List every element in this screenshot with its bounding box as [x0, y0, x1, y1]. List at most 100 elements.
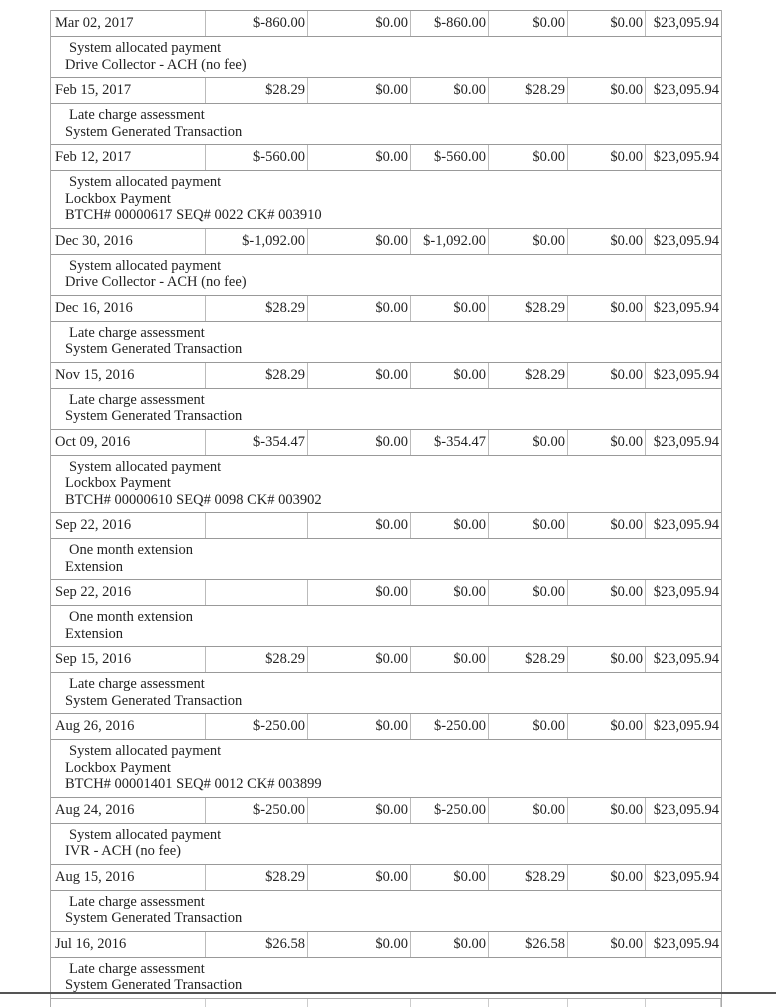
cell-c3: $0.00: [411, 513, 489, 538]
description-line: System Generated Transaction: [65, 341, 243, 357]
cell-date: Aug 26, 2016: [51, 714, 206, 739]
cell-c3: $-250.00: [411, 797, 489, 823]
cell-c5: $0.00: [568, 864, 646, 890]
cell-c2: $0.00: [308, 429, 411, 455]
transaction-description: Late charge assessment System Generated T…: [51, 104, 721, 144]
cell-c5: $0.00: [568, 580, 646, 605]
transaction-history-table: Mar 02, 2017 $-860.00 $0.00 $-860.00 $0.00 $0…: [50, 10, 722, 1007]
cell-c4: $28.29: [489, 78, 568, 103]
cell-date: Sep 22, 2016: [51, 580, 206, 605]
transaction-row: Nov 15, 2016 $28.29 $0.00 $0.00 $28.29 $0.00 $…: [51, 361, 721, 389]
cell-c2: $0.00: [308, 228, 411, 254]
cell-c3: $0.00: [411, 931, 489, 957]
description-line: System Generated Transaction: [65, 977, 243, 993]
description-line: System Generated Transaction: [65, 408, 243, 424]
cell-c2: $0.00: [308, 714, 411, 739]
transaction-row: Feb 12, 2017 $-560.00 $0.00 $-560.00 $0.00 $0…: [51, 144, 721, 171]
cell-date: Oct 09, 2016: [51, 429, 206, 455]
transaction-description: System allocated payment Drive Collector …: [51, 255, 721, 295]
description-line: Late charge assessment: [69, 107, 205, 123]
cell-c2: $0.00: [308, 513, 411, 538]
cell-c4: $0.00: [489, 11, 568, 36]
description-line: One month extension: [69, 609, 194, 625]
cell-amount: $28.29: [206, 647, 308, 672]
transaction-row: Sep 22, 2016 $0.00 $0.00 $0.00 $0.00 $23,095.…: [51, 512, 721, 539]
transaction-row: Mar 02, 2017 $-860.00 $0.00 $-860.00 $0.00 $0…: [51, 10, 721, 37]
cell-c2: $0.00: [308, 931, 411, 957]
cell-c5: $0.00: [568, 11, 646, 36]
transaction-description: System allocated payment Lockbox Payment B…: [51, 171, 721, 228]
cell-c4: $28.29: [489, 295, 568, 321]
description-line: Drive Collector - ACH (no fee): [65, 274, 247, 290]
cell-c3: $0.00: [411, 580, 489, 605]
transaction-description: System allocated payment Drive Collector …: [51, 37, 721, 77]
cell-c3: $0.00: [411, 647, 489, 672]
transaction-description: One month extension Extension: [51, 606, 721, 646]
cell-balance: $23,095.94: [653, 584, 719, 600]
cell-c2: $0.00: [308, 145, 411, 170]
cell-balance: $23,095.94: [653, 15, 719, 31]
cell-c4: $0.00: [489, 513, 568, 538]
page-bottom-rule: [0, 992, 776, 994]
transaction-row: Aug 15, 2016 $28.29 $0.00 $0.00 $28.29 $0.00 $…: [51, 863, 721, 891]
cell-c5: $0.00: [568, 647, 646, 672]
description-line: Late charge assessment: [69, 324, 205, 341]
transaction-row: Dec 30, 2016 $-1,092.00 $0.00 $-1,092.00 $0.…: [51, 227, 721, 255]
cell-date: Feb 12, 2017: [51, 145, 206, 170]
transaction-row: Dec 16, 2016 $28.29 $0.00 $0.00 $28.29 $0.00 $…: [51, 294, 721, 322]
cell-balance: $23,095.94: [653, 801, 719, 818]
cell-balance: $23,095.94: [653, 868, 719, 885]
cell-balance: $23,095.94: [653, 82, 719, 98]
cell-c2: $0.00: [308, 647, 411, 672]
cell-balance: $23,095.94: [653, 433, 719, 450]
description-line: System allocated payment: [69, 257, 222, 274]
description-line: BTCH# 00001401 SEQ# 0012 CK# 003899: [65, 776, 322, 792]
cell-c5: $0.00: [568, 714, 646, 739]
cell-c2: $0.00: [308, 78, 411, 103]
transaction-row: Sep 22, 2016 $0.00 $0.00 $0.00 $0.00 $23,095.…: [51, 579, 721, 606]
cell-c5: $0.00: [568, 362, 646, 388]
description-line: BTCH# 00000610 SEQ# 0098 CK# 003902: [65, 491, 322, 508]
cell-c3: $0.00: [411, 864, 489, 890]
transaction-description: System allocated payment Lockbox Payment B…: [51, 740, 721, 797]
cell-amount: [206, 513, 308, 538]
cell-c4: $28.29: [489, 864, 568, 890]
cell-balance: $23,095.94: [653, 651, 719, 667]
cell-date: Dec 16, 2016: [51, 295, 206, 321]
description-line: One month extension: [69, 542, 194, 558]
cell-c4: $0.00: [489, 580, 568, 605]
transaction-description: System allocated payment IVR - ACH (no fe…: [51, 824, 721, 864]
cell-c3: $0.00: [411, 362, 489, 388]
cell-c2: $0.00: [308, 580, 411, 605]
cell-amount: [206, 580, 308, 605]
cell-c3: $-1,092.00: [411, 228, 489, 254]
cell-date: Dec 30, 2016: [51, 228, 206, 254]
cell-c4: $28.29: [489, 647, 568, 672]
cell-amount: $28.29: [206, 295, 308, 321]
transaction-row: Aug 24, 2016 $-250.00 $0.00 $-250.00 $0.00 $0…: [51, 796, 721, 824]
cell-c4: $0.00: [489, 145, 568, 170]
cell-balance: $23,095.94: [653, 935, 719, 952]
cell-c4: $28.29: [489, 362, 568, 388]
cell-c2: $0.00: [308, 864, 411, 890]
cell-c3: $-860.00: [411, 11, 489, 36]
cell-c5: $0.00: [568, 228, 646, 254]
description-line: BTCH# 00000617 SEQ# 0022 CK# 003910: [65, 207, 322, 223]
transaction-description: System allocated payment Lockbox Payment B…: [51, 456, 721, 513]
cell-c4: $0.00: [489, 429, 568, 455]
cell-c3: $-560.00: [411, 145, 489, 170]
cell-date: Jul 16, 2016: [51, 931, 206, 957]
description-line: Lockbox Payment: [65, 190, 171, 207]
description-line: IVR - ACH (no fee): [65, 843, 181, 859]
cell-c2: $0.00: [308, 295, 411, 321]
transaction-row: Sep 15, 2016 $28.29 $0.00 $0.00 $28.29 $0.00 $…: [51, 646, 721, 673]
description-line: System allocated payment: [69, 458, 222, 475]
description-line: Late charge assessment: [69, 960, 205, 977]
cell-c5: $0.00: [568, 797, 646, 823]
cell-amount: $26.58: [206, 931, 308, 957]
cell-date: Aug 15, 2016: [51, 864, 206, 890]
cell-c2: $0.00: [308, 362, 411, 388]
transaction-description: Late charge assessment System Generated T…: [51, 673, 721, 713]
cell-c5: $0.00: [568, 78, 646, 103]
description-line: System Generated Transaction: [65, 910, 243, 926]
